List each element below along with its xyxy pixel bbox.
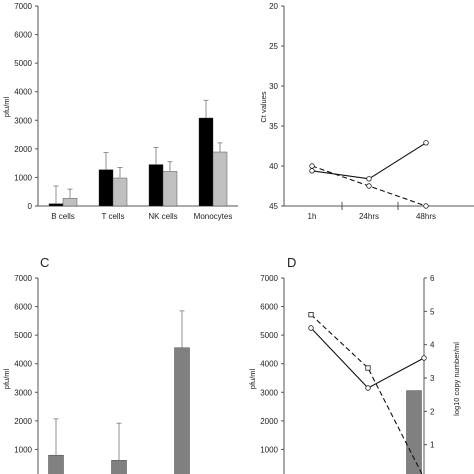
panel-d-point [421,355,427,361]
panel-d-y-right-tick-label: 4 [430,341,435,350]
panel-a-y-tick-label: 6000 [14,31,32,40]
panel-c-y-tick-label: 6000 [14,303,32,312]
panel-c: C 1000 2000 3000 4000 5000 6000 7000 pfu/ml [2,255,190,474]
panel-d-label: D [287,255,296,270]
panel-d-series-line [310,327,425,389]
panel-a-x-tick-label: Monocytes [194,212,233,221]
panel-d: D 1000 2000 3000 4000 5000 6000 7000 1 2 3 4 5 6 pf… [248,255,461,474]
panel-b-x-tick-label: 1h [308,212,317,221]
panel-b: 20 25 30 35 40 45 Ct values 1h 24hrs 48hrs [259,2,474,221]
panel-d-y-right-tick-label: 2 [430,407,435,416]
panel-b-point [423,203,429,209]
panel-d-y-tick-label: 3000 [260,388,278,397]
panel-a-bar [212,151,228,207]
panel-b-y-tick-label: 20 [269,2,278,11]
panel-a-bar [98,169,114,207]
panel-d-y-axis-label-right: log10 copy number/ml [452,342,461,416]
panel-c-y-axis-label: pfu/ml [2,368,11,389]
panel-a-y-tick-label: 0 [28,202,33,211]
panel-d-y-tick-label: 1000 [260,445,278,454]
panel-d-point [365,385,371,391]
panel-a-bar [62,198,78,207]
panel-d-y-right-tick-label: 5 [430,307,435,316]
panel-c-bar [174,347,190,474]
panel-d-y-right-tick-label: 6 [430,274,435,283]
panel-d-y-tick-label: 4000 [260,360,278,369]
panel-a-bar [112,177,128,207]
panel-d-y-tick-label: 5000 [260,331,278,340]
panel-c-y-tick-label: 7000 [14,274,32,283]
panel-d-y-axis-label: pfu/ml [248,368,257,389]
panel-b-point [309,168,315,174]
panel-d-point [365,365,371,371]
panel-b-y-tick-label: 40 [269,162,278,171]
panel-d-series-line [310,314,423,474]
panel-b-y-tick-label: 25 [269,42,278,51]
panel-d-y-right-tick-label: 1 [430,441,435,450]
panel-c-y-tick-label: 5000 [14,331,32,340]
panel-d-y-tick-label: 7000 [260,274,278,283]
panel-a-y-tick-label: 2000 [14,145,32,154]
panel-a-bar [198,117,214,207]
panel-d-y-tick-label: 6000 [260,303,278,312]
panel-a-x-tick-label: T cells [102,212,125,221]
panel-d-y-tick-label: 2000 [260,417,278,426]
panel-b-x-tick-label: 24hrs [359,212,379,221]
panel-a-y-tick-label: 7000 [14,2,32,11]
panel-a-bar [162,171,178,207]
panel-b-y-axis-label: Ct values [259,91,268,123]
panel-a-y-tick-label: 3000 [14,116,32,125]
panel-c-y-tick-label: 1000 [14,445,32,454]
panel-c-y-tick-label: 4000 [14,360,32,369]
panel-a-y-tick-label: 5000 [14,59,32,68]
panel-a-x-tick-label: B cells [51,212,75,221]
panel-b-series-line [311,142,427,180]
panel-d-point [308,312,314,318]
panel-b-y-tick-label: 45 [269,202,278,211]
panel-c-bar [48,454,64,474]
panel-b-point [366,176,372,182]
panel-a-x-tick-label: NK cells [148,212,177,221]
panel-d-bar [406,390,422,474]
panel-c-label: C [40,255,49,270]
panel-b-y-tick-label: 35 [269,122,278,131]
panel-d-y-right-tick-label: 3 [430,374,435,383]
panel-b-y-tick-label: 30 [269,82,278,91]
panel-a: 0 1000 2000 3000 4000 5000 6000 7000 pfu/ml B c… [2,2,238,221]
panel-a-y-axis-label: pfu/ml [2,96,11,117]
panel-c-bar [111,460,127,474]
panel-b-x-tick-label: 48hrs [416,212,436,221]
panel-a-y-tick-label: 1000 [14,173,32,182]
panel-b-point [309,163,315,169]
panel-a-bar [148,164,164,207]
panel-c-y-tick-label: 3000 [14,388,32,397]
panel-b-point [366,183,372,189]
panel-c-y-tick-label: 2000 [14,417,32,426]
panel-b-point [423,140,429,146]
panel-a-y-tick-label: 4000 [14,88,32,97]
panel-a-bar [48,203,64,207]
panel-d-point [308,325,314,331]
